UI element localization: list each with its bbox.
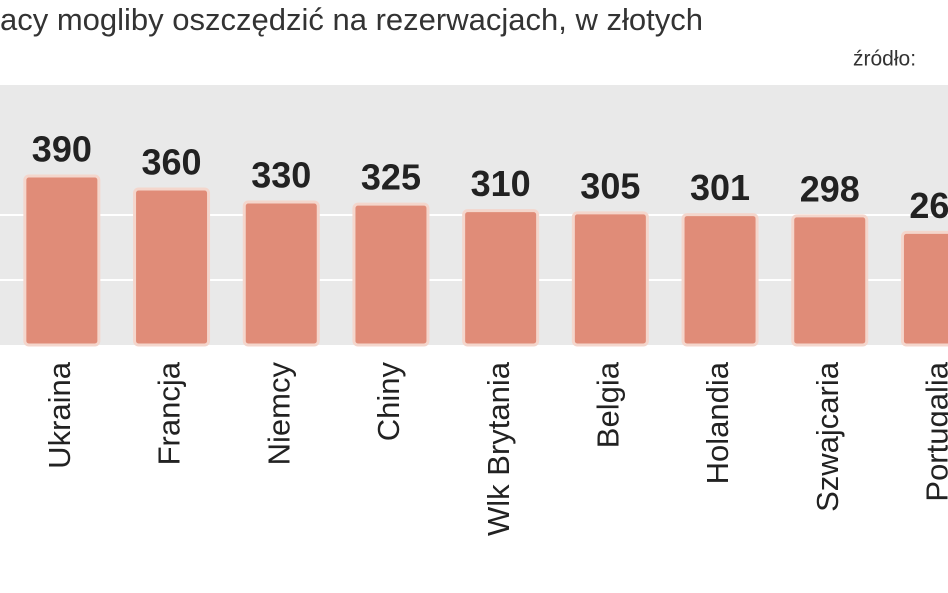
bar — [681, 213, 759, 347]
bar — [23, 174, 101, 347]
value-label: 325 — [361, 157, 421, 198]
value-label: 298 — [800, 168, 860, 209]
chart-title: acy mogliby oszczędzić na rezerwacjach, … — [0, 2, 703, 37]
value-label: 390 — [32, 129, 92, 170]
x-tick-label: Niemcy — [261, 362, 296, 466]
value-label: 310 — [471, 163, 531, 204]
x-tick-label: Belgia — [591, 361, 626, 448]
x-tick-label: Holandia — [700, 361, 735, 484]
x-tick-label: Szwajcaria — [810, 361, 845, 512]
bar — [900, 230, 948, 347]
source: źródło: — [853, 48, 916, 71]
bar — [133, 187, 211, 347]
value-label: 301 — [690, 167, 750, 208]
bar — [791, 214, 869, 347]
x-tick-label: Wlk Brytania — [481, 361, 516, 536]
bar — [462, 209, 540, 347]
x-tick-label: Ukraina — [42, 361, 77, 469]
value-label: 330 — [251, 155, 311, 196]
value-label: 260 — [909, 185, 948, 226]
x-tick-label: Portugalia — [920, 361, 948, 501]
bar — [242, 200, 320, 347]
bar — [352, 202, 430, 347]
x-tick-label: Chiny — [371, 362, 406, 442]
bar — [571, 211, 649, 347]
value-label: 305 — [580, 165, 640, 206]
value-label: 360 — [142, 142, 202, 183]
x-tick-label: Francja — [152, 361, 187, 465]
